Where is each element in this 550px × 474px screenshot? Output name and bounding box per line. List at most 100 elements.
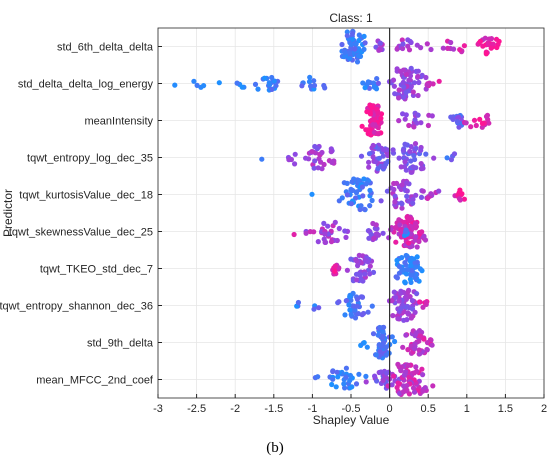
x-tick-label: 1 <box>464 403 470 415</box>
shap-point <box>384 188 390 194</box>
shap-point <box>494 44 500 51</box>
shap-point <box>378 115 384 121</box>
shap-point <box>191 78 197 84</box>
shap-point <box>398 164 404 170</box>
shap-point <box>423 151 429 157</box>
shap-point <box>359 184 365 190</box>
shap-point <box>403 229 409 235</box>
shap-point <box>361 176 367 182</box>
shap-point <box>403 71 409 78</box>
shap-point <box>392 338 398 345</box>
shap-point <box>413 264 419 270</box>
shap-point <box>403 180 410 186</box>
shap-point <box>396 270 402 276</box>
shap-point <box>420 372 426 378</box>
shap-point <box>374 378 380 384</box>
shap-point <box>405 289 411 295</box>
shap-point <box>380 377 386 383</box>
shap-point <box>273 83 279 89</box>
shap-point <box>332 219 338 225</box>
shap-point <box>375 131 381 137</box>
shap-point <box>402 159 408 165</box>
shap-point <box>412 341 418 347</box>
shap-point <box>348 41 354 48</box>
shap-point <box>352 46 358 52</box>
shap-point <box>370 154 376 160</box>
shap-point <box>342 385 348 391</box>
shap-point <box>308 83 314 89</box>
shap-point <box>383 352 389 358</box>
shap-point <box>356 371 362 377</box>
shap-point <box>367 203 373 209</box>
shap-point <box>403 304 409 310</box>
shap-point <box>414 291 420 297</box>
shap-point <box>431 155 437 161</box>
shap-point <box>408 144 414 150</box>
shap-point <box>330 376 336 382</box>
shap-point <box>399 182 405 188</box>
shap-point <box>405 362 411 368</box>
shap-point <box>404 188 410 194</box>
shap-point <box>488 45 494 51</box>
shap-point <box>430 383 436 389</box>
shap-point <box>201 83 207 89</box>
shap-point <box>407 276 413 282</box>
shap-point <box>361 33 367 40</box>
shap-point <box>454 119 460 125</box>
y-axis-label: Predictor <box>1 189 15 237</box>
x-tick-label: 0.5 <box>421 403 436 415</box>
shap-point <box>359 312 365 318</box>
x-tick-label: 2 <box>541 403 547 415</box>
shap-point <box>309 191 315 197</box>
shap-point <box>394 257 400 263</box>
shap-point <box>322 231 328 237</box>
shap-point <box>347 50 353 56</box>
shap-point <box>411 370 417 376</box>
x-tick-label: -1.5 <box>264 403 283 415</box>
shap-point <box>401 219 407 225</box>
shap-point <box>347 55 353 62</box>
shap-point <box>420 188 426 194</box>
shap-point <box>402 141 408 147</box>
shap-point <box>234 80 240 86</box>
shap-point <box>354 303 360 309</box>
shap-point <box>172 82 178 88</box>
shap-point <box>404 193 410 199</box>
shap-point <box>412 156 418 163</box>
shap-point <box>406 216 412 222</box>
x-tick-label: 1.5 <box>498 403 513 415</box>
shap-point <box>369 197 375 204</box>
shap-point <box>401 372 407 378</box>
predictor-label: std_delta_delta_log_energy <box>18 79 154 91</box>
shap-point <box>408 315 414 321</box>
x-tick-label: -2 <box>230 403 240 415</box>
shap-point <box>367 187 373 193</box>
shap-point <box>252 81 259 87</box>
shap-point <box>322 239 328 245</box>
shap-point <box>396 87 402 93</box>
shap-point <box>389 334 395 340</box>
shap-point <box>408 84 414 90</box>
shap-point <box>419 229 425 235</box>
shap-point <box>394 46 400 52</box>
shap-point <box>417 299 423 305</box>
shap-point <box>407 294 413 300</box>
predictor-label: std_6th_delta_delta <box>57 42 154 54</box>
shap-point <box>413 364 419 370</box>
shap-point <box>428 191 434 197</box>
shap-point <box>330 368 336 375</box>
shap-point <box>421 336 427 342</box>
shap-point <box>413 192 419 198</box>
shap-point <box>444 155 450 161</box>
shap-point <box>403 296 409 302</box>
shap-point <box>362 40 368 46</box>
shap-point <box>411 152 417 159</box>
shap-point <box>410 196 416 202</box>
shap-point <box>468 124 474 130</box>
shap-point <box>377 324 383 331</box>
shap-point <box>349 30 356 37</box>
shap-point <box>416 347 422 353</box>
shap-point <box>380 340 387 346</box>
shap-point <box>423 74 429 81</box>
shap-point <box>370 220 376 227</box>
